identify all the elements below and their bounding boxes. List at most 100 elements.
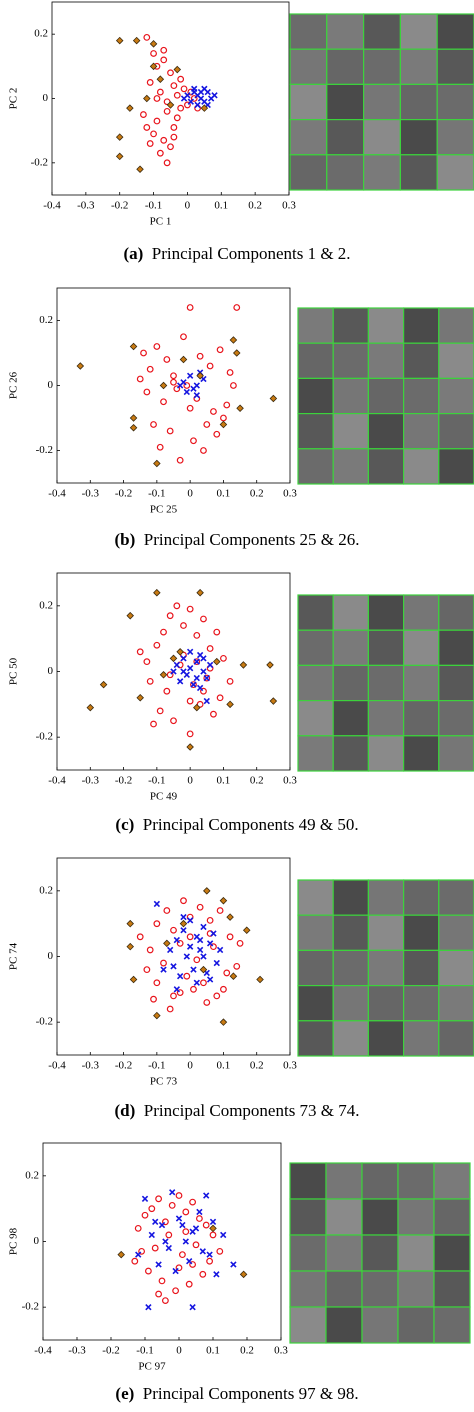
point [166,1005,174,1013]
point [160,398,167,406]
point [153,459,161,468]
point [161,1218,169,1226]
point [170,717,177,725]
point [200,447,207,454]
point [180,897,187,905]
point [134,1224,142,1232]
point [206,661,214,669]
x-tick-label: 0.1 [217,488,231,500]
image-cell [297,699,334,737]
point [226,913,234,921]
point [176,989,184,997]
caption: (c) Principal Components 49 & 50. [115,815,358,834]
image-cell [438,914,474,952]
point [162,1238,169,1245]
caption-space [134,1384,143,1403]
x-tick-label: -0.3 [82,775,100,787]
caption: (b) Principal Components 25 & 26. [114,530,359,549]
point [160,959,167,967]
point [165,1244,172,1252]
point [200,668,207,675]
image-cell [403,413,440,450]
image-cell [403,1020,440,1057]
image-cell [367,413,405,450]
point [153,900,161,908]
point [182,1228,190,1236]
point [115,36,124,45]
image-cell [363,154,402,191]
image-cell [438,342,474,380]
image-cell [297,342,334,380]
image-cell [297,413,334,450]
point [239,1270,248,1279]
x-tick-label: -0.3 [82,488,100,500]
image-cell [363,48,402,86]
point [136,165,144,174]
image-cell [361,1270,399,1308]
point [203,421,211,428]
point [191,85,198,93]
y-tick-label: -0.2 [22,1301,39,1313]
x-axis-label: PC 49 [150,791,178,803]
point [86,703,95,712]
point [153,1011,161,1020]
point [200,615,207,623]
image-cell [297,629,334,667]
point [226,933,234,941]
image-cell [332,307,370,344]
point [166,101,175,109]
y-tick-label: 0 [48,665,54,677]
point [156,707,164,715]
point [183,953,190,960]
image-cell [403,735,440,772]
point [269,697,278,705]
y-tick-label: 0.2 [25,1169,39,1181]
image-cell [363,83,402,121]
point [196,946,204,954]
point [193,703,201,712]
point [186,665,194,672]
point [229,336,238,344]
point [206,916,214,924]
point [170,992,177,1000]
point [170,378,177,386]
point [196,1208,203,1216]
y-tick-label: -0.2 [36,444,53,456]
image-cell [297,879,334,916]
point [131,1257,139,1265]
x-tick-label: -0.3 [82,1060,100,1072]
y-tick-label: -0.2 [36,1016,53,1028]
point [216,907,224,914]
x-axis-label: PC 25 [150,504,178,516]
point [129,423,138,432]
point [196,936,204,944]
point [166,612,174,620]
image-cell [438,594,474,631]
point [209,1218,217,1225]
point [199,965,208,974]
point [163,98,171,106]
x-tick-label: -0.4 [48,1060,66,1072]
point [203,1192,210,1199]
point [163,107,171,115]
point [190,681,197,688]
point [173,65,182,74]
point [196,700,204,708]
point [172,1267,179,1275]
point [149,62,158,71]
point [213,657,221,666]
image-cell [403,448,440,485]
point [196,684,204,692]
point [190,437,197,445]
point [195,1215,203,1222]
point [156,149,164,157]
point [143,124,151,131]
point [180,95,188,102]
image-cell [332,914,370,952]
point [76,362,85,370]
point [180,668,187,675]
y-tick-label: -0.2 [31,156,48,168]
point [149,40,158,48]
image-cell [403,949,440,987]
image-cell [289,1234,327,1272]
